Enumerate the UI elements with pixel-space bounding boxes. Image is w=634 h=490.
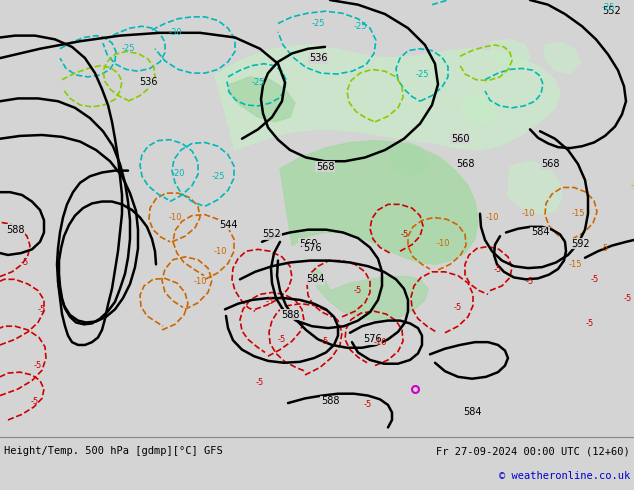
Text: 588: 588 (281, 310, 299, 320)
Text: © weatheronline.co.uk: © weatheronline.co.uk (499, 471, 630, 481)
Polygon shape (508, 161, 562, 214)
Text: -10: -10 (436, 239, 450, 248)
Text: -10: -10 (168, 213, 182, 222)
Polygon shape (228, 77, 295, 122)
Polygon shape (545, 42, 580, 73)
Text: 568: 568 (456, 159, 474, 169)
Text: 576: 576 (363, 334, 381, 344)
Text: -5: -5 (601, 244, 609, 253)
Text: -25: -25 (415, 71, 429, 79)
Text: -30: -30 (168, 28, 182, 37)
Text: 552: 552 (262, 229, 281, 239)
Text: -5: -5 (256, 378, 264, 387)
Polygon shape (280, 141, 478, 264)
Text: -5: -5 (591, 275, 599, 284)
Text: -5: -5 (494, 266, 502, 274)
Text: -25: -25 (211, 172, 224, 181)
Text: 544: 544 (219, 220, 237, 230)
Polygon shape (462, 94, 495, 124)
Text: -5: -5 (354, 286, 362, 295)
Text: 588: 588 (321, 396, 339, 406)
Text: -5: -5 (631, 181, 634, 190)
Text: -5: -5 (364, 400, 372, 410)
Text: 584: 584 (306, 274, 324, 284)
Text: -5: -5 (38, 305, 46, 314)
Text: 576: 576 (302, 244, 321, 253)
Text: 568: 568 (541, 159, 559, 169)
Text: 536: 536 (139, 77, 157, 88)
Text: -5: -5 (266, 297, 274, 306)
Text: -5: -5 (526, 277, 534, 286)
Text: -5: -5 (586, 319, 594, 328)
Text: -5: -5 (31, 397, 39, 406)
Polygon shape (390, 143, 428, 176)
Text: -5: -5 (454, 303, 462, 312)
Text: -20: -20 (171, 169, 184, 178)
Text: 568: 568 (316, 162, 334, 172)
Text: -25: -25 (251, 78, 265, 87)
Text: -10: -10 (373, 338, 387, 346)
Text: -25: -25 (311, 19, 325, 28)
Text: 592: 592 (571, 239, 590, 249)
Text: -5: -5 (34, 361, 42, 370)
Text: 560: 560 (451, 134, 469, 144)
Text: -5: -5 (21, 258, 29, 267)
Polygon shape (312, 267, 428, 320)
Text: -5: -5 (624, 294, 632, 303)
Text: -5: -5 (321, 337, 329, 346)
Text: 588: 588 (6, 224, 24, 235)
Text: -25: -25 (353, 22, 366, 31)
Text: -10: -10 (485, 213, 499, 222)
Text: 584: 584 (463, 408, 481, 417)
Text: 584: 584 (531, 227, 549, 238)
Text: -10: -10 (193, 277, 207, 286)
Text: -15: -15 (568, 260, 582, 269)
Text: Fr 27-09-2024 00:00 UTC (12+60): Fr 27-09-2024 00:00 UTC (12+60) (436, 446, 630, 457)
Text: 552: 552 (603, 6, 621, 16)
Text: Height/Temp. 500 hPa [gdmp][°C] GFS: Height/Temp. 500 hPa [gdmp][°C] GFS (4, 446, 223, 457)
Text: 560: 560 (299, 239, 317, 249)
Text: -15: -15 (571, 209, 585, 218)
Polygon shape (215, 45, 560, 150)
Text: -10: -10 (521, 209, 534, 218)
Text: 536: 536 (309, 53, 327, 63)
Text: -25: -25 (121, 44, 135, 53)
Text: -5: -5 (401, 230, 409, 239)
Text: -5: -5 (278, 335, 286, 344)
Polygon shape (490, 39, 530, 68)
Text: -25: -25 (601, 3, 615, 12)
Text: -10: -10 (213, 247, 227, 256)
